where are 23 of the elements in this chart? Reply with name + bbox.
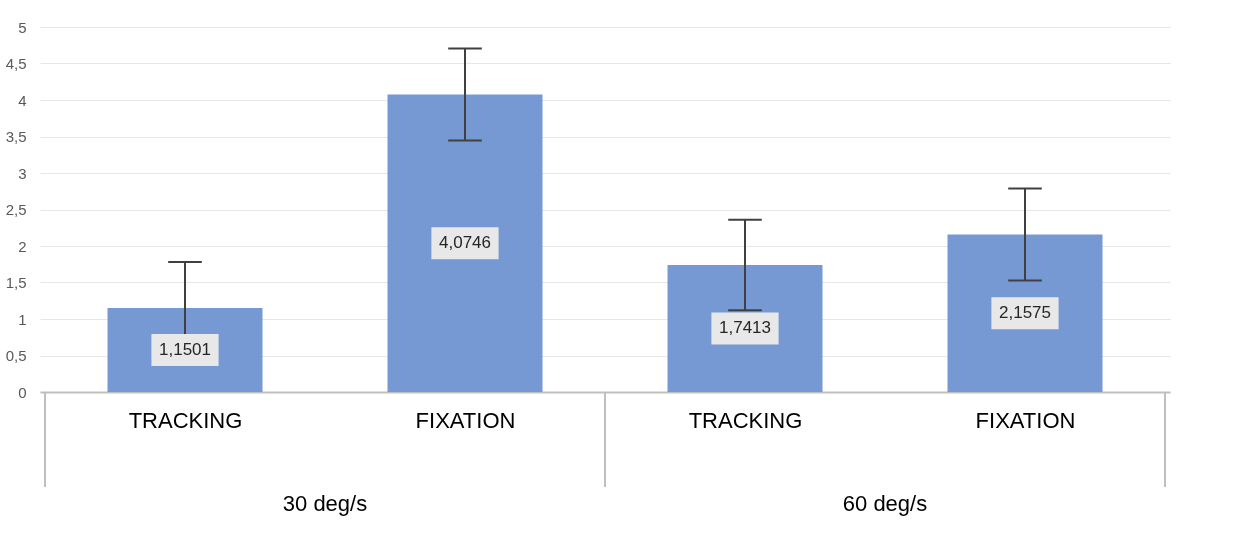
bar xyxy=(387,94,543,392)
y-tick-label: 4,5 xyxy=(5,55,27,72)
text: 30 deg/s xyxy=(282,491,368,516)
data-label: 1,1501 xyxy=(159,340,211,360)
y-tick-label: 2 xyxy=(18,237,27,255)
x-tick-label: FIXATION xyxy=(975,407,1076,433)
text: 60 deg/s xyxy=(842,491,928,516)
data-label: 4,0746 xyxy=(439,233,491,253)
y-tick-label: 0,5 xyxy=(5,347,27,364)
y-tick-label: 3 xyxy=(18,164,27,182)
x-tick-label: TRACKING xyxy=(688,407,803,433)
y-tick-label: 1 xyxy=(18,310,27,328)
bar xyxy=(947,234,1103,392)
data-label: 1,7413 xyxy=(719,318,771,338)
y-tick-label: 3,5 xyxy=(5,128,27,145)
data-label: 2,1575 xyxy=(999,303,1051,323)
x-tick-label: FIXATION xyxy=(415,407,516,433)
y-tick-label: 1,5 xyxy=(5,274,27,291)
y-tick-label: 4 xyxy=(18,91,27,109)
y-tick-label: 0 xyxy=(18,383,27,401)
y-tick-label: 5 xyxy=(18,18,27,36)
y-tick-label: 2,5 xyxy=(5,201,27,218)
x-tick-label: TRACKING xyxy=(128,407,243,433)
